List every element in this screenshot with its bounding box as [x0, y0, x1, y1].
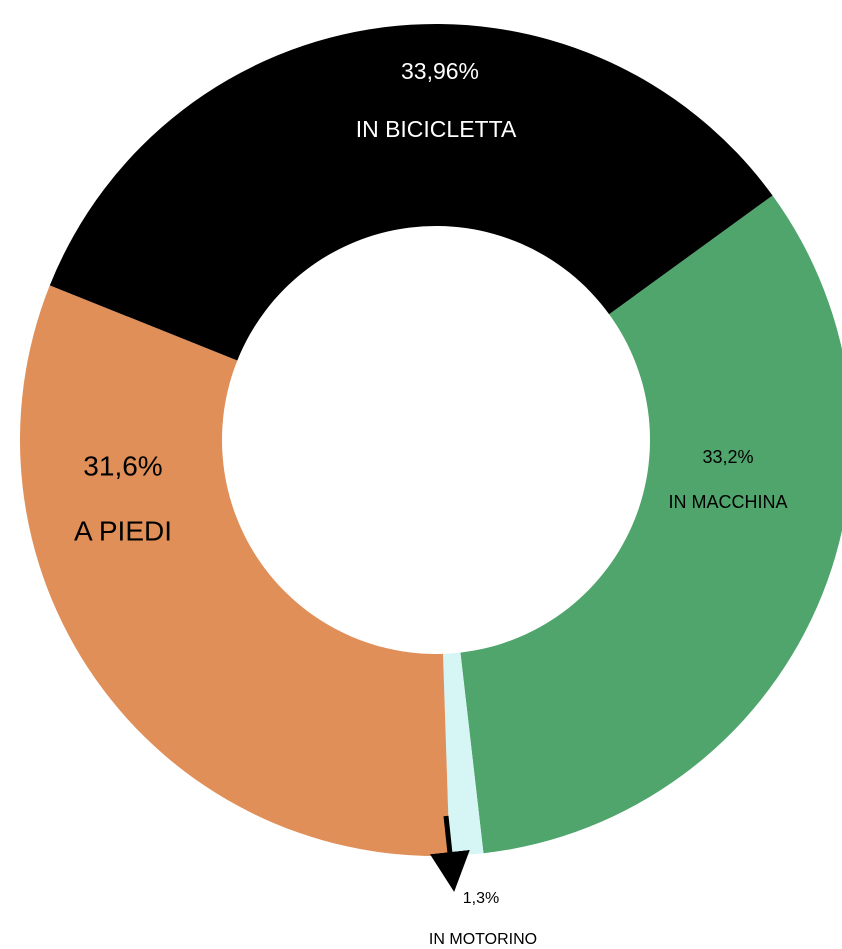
category-label: IN MOTORINO [429, 931, 537, 948]
category-label: A PIEDI [74, 515, 172, 546]
value-label: 33,2% [702, 447, 753, 467]
donut [20, 23, 842, 856]
value-label: 33,96% [401, 58, 479, 84]
category-label: IN BICICLETTA [356, 116, 517, 142]
category-label: IN MACCHINA [668, 492, 787, 512]
donut-slice [49, 23, 773, 361]
donut-slice [442, 652, 484, 856]
donut-slice [460, 195, 842, 854]
pointer-arrow [429, 815, 470, 892]
donut-slice [20, 285, 450, 856]
value-label: 1,3% [463, 890, 499, 907]
labels: 33,2% IN MACCHINA 1,3% IN MOTORINO 31,6% A PI… [74, 58, 788, 948]
value-label: 31,6% [83, 450, 162, 481]
